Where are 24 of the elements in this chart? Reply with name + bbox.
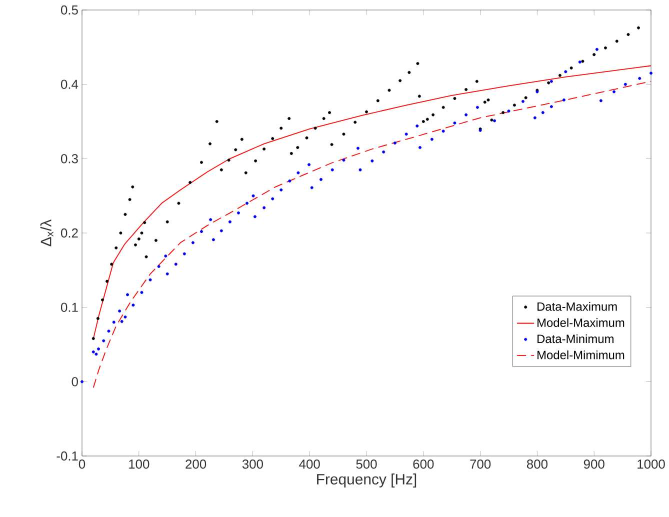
y-axis-title: Δ$_{x}$/λ xyxy=(40,219,54,246)
x-tick-label: 200 xyxy=(186,460,206,469)
x-tick-label: 700 xyxy=(470,460,491,469)
x-tick-label: 1000 xyxy=(638,460,665,469)
y-tick-label: -0.1 xyxy=(56,451,78,461)
legend-label: Data-Maximum xyxy=(538,302,617,311)
y-tick-label: 0.3 xyxy=(60,154,78,164)
x-axis-title: Frequency [Hz] xyxy=(317,474,416,488)
x-tick-label: 600 xyxy=(413,460,434,469)
x-tick-label: 900 xyxy=(584,460,604,469)
legend-label: Model-Mimimum xyxy=(538,350,624,360)
x-tick-label: 500 xyxy=(356,460,377,469)
x-tick-label: 400 xyxy=(299,460,320,469)
y-tick-label: 0.5 xyxy=(60,5,78,15)
x-tick-label: 100 xyxy=(129,460,150,469)
y-tick-label: 0 xyxy=(72,377,78,386)
y-tick-label: 0.1 xyxy=(60,302,78,312)
x-tick-label: 300 xyxy=(242,460,263,469)
y-tick-label: 0.2 xyxy=(60,228,78,238)
y-tick-label: 0.4 xyxy=(60,80,78,89)
x-tick-label: 0 xyxy=(78,460,86,469)
legend-label: Model-Maximum xyxy=(538,318,624,327)
x-tick-label: 800 xyxy=(526,460,548,469)
legend-label: Data-Minimum xyxy=(538,334,614,344)
